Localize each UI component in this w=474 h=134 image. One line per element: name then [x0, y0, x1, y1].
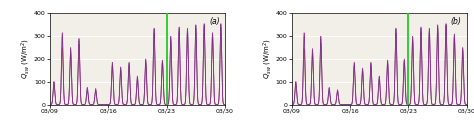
Text: (a): (a) — [209, 17, 220, 26]
Y-axis label: $Q_{sw}$ (W/m$^{2}$): $Q_{sw}$ (W/m$^{2}$) — [261, 38, 273, 79]
Text: (b): (b) — [451, 17, 462, 26]
Y-axis label: $Q_{sw}$ (W/m$^{2}$): $Q_{sw}$ (W/m$^{2}$) — [19, 38, 32, 79]
